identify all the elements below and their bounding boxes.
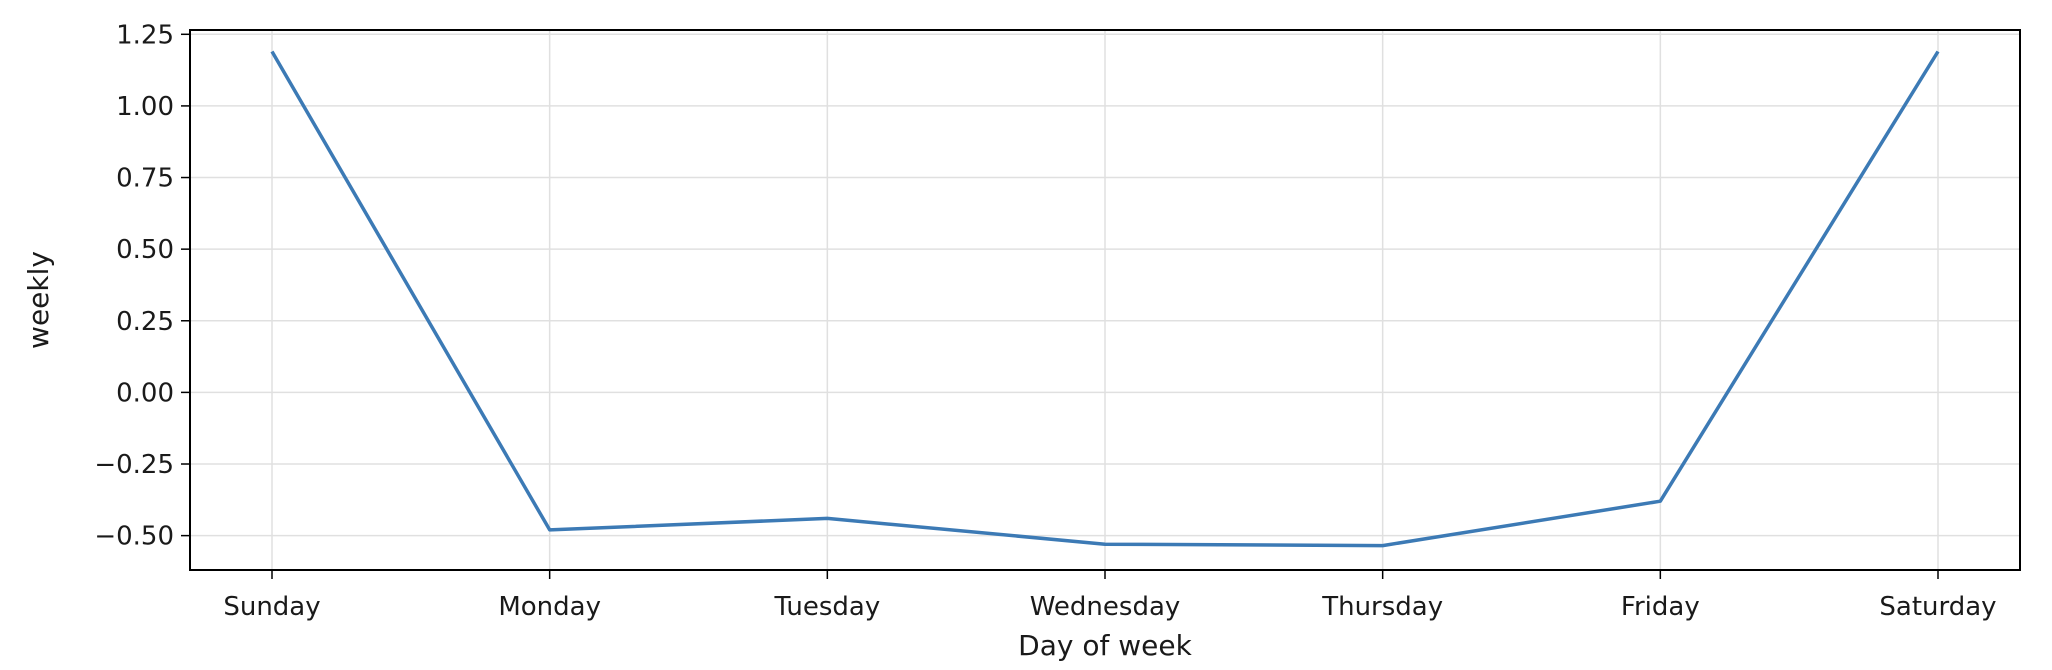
x-tick-label: Tuesday [773, 592, 880, 622]
x-tick-label: Sunday [223, 592, 320, 622]
y-tick-label: −0.25 [94, 450, 174, 480]
y-tick-label: 1.00 [116, 92, 174, 122]
y-tick-label: 1.25 [116, 20, 174, 50]
y-tick-label: 0.50 [116, 235, 174, 265]
x-tick-label: Thursday [1321, 592, 1443, 622]
x-axis-ticks: Sunday Monday Tuesday Wednesday Thursday Frid… [223, 570, 1997, 622]
y-tick-label: 0.25 [116, 307, 174, 337]
y-axis-ticks: −0.50 −0.25 0.00 0.25 0.50 0.75 1.00 1.25 [94, 20, 190, 552]
y-tick-label: 0.75 [116, 164, 174, 194]
y-axis-label: weekly [22, 251, 55, 349]
x-tick-label: Monday [498, 592, 601, 622]
y-tick-label: −0.50 [94, 522, 174, 552]
x-tick-label: Friday [1621, 592, 1700, 622]
grid [190, 30, 2020, 570]
x-axis-label: Day of week [1018, 629, 1192, 662]
series-layer [270, 50, 1940, 548]
y-tick-label: 0.00 [116, 378, 174, 408]
x-tick-label: Wednesday [1030, 592, 1181, 622]
x-tick-label: Saturday [1879, 592, 1996, 622]
